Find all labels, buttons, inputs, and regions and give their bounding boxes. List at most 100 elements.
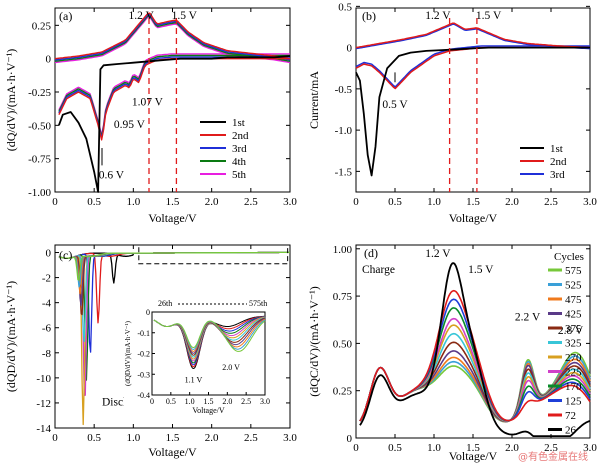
x-tick-label: 3.0 [283, 196, 297, 208]
cycle-line-72 [359, 289, 591, 422]
cycle-line-11 [58, 251, 290, 281]
annotation-1-5v: 1.5 V [476, 10, 502, 22]
y-tick-label: -10 [36, 373, 51, 385]
panel-label: (b) [362, 9, 376, 23]
x-tick-label: 0 [52, 196, 58, 208]
annotation-1-2v: 1.2 V [128, 10, 154, 22]
inset-y-tick-label: -0.2 [137, 350, 150, 359]
y-tick-label: -14 [36, 423, 51, 435]
legend-title: Cycles [554, 251, 584, 263]
x-tick-label: 0 [353, 196, 359, 208]
panel-label: (d) [364, 246, 378, 260]
x-tick-label: 1.0 [427, 196, 441, 208]
inset-x-tick-label: 1.0 [185, 397, 195, 406]
panel-label: (c) [59, 248, 72, 262]
inset-y-tick-label: -0.3 [137, 370, 150, 379]
annotation-1-07v: 1.07 V [132, 96, 164, 108]
x-tick-label: 3.0 [283, 432, 297, 444]
inset-annotation-2-0v: 2.0 V [222, 363, 240, 372]
panel-a: 0 0.5 1.0 1.5 2.0 2.5 3.0 -1.00 -0.75 -0.50 -0.25 0… [4, 7, 297, 225]
y-axis-label: Current/mA [307, 71, 321, 129]
annotation-1-2v: 1.2 V [425, 248, 451, 260]
x-tick-label: 2.5 [544, 442, 558, 454]
annotation-2-8v: 2.8 V [558, 325, 584, 337]
annotation-1-5v: 1.5 V [172, 10, 198, 22]
x-tick-label: 0.5 [388, 442, 402, 454]
legend-label-5th: 5th [232, 169, 247, 181]
legend-label-1st: 1st [550, 143, 563, 155]
legend-label-72: 72 [565, 410, 576, 422]
x-tick-label: 2.5 [244, 432, 258, 444]
legend-label-375: 375 [565, 323, 582, 335]
inset-cycle-line-11 [153, 319, 266, 352]
series-line-1st [355, 46, 590, 177]
y-tick-label: -1.0 [335, 125, 353, 137]
x-tick-label: 2.0 [505, 196, 519, 208]
inset-x-tick-label: 1.5 [204, 397, 214, 406]
legend-label-2nd: 2nd [550, 156, 567, 168]
y-tick-label: 1.00 [333, 244, 353, 256]
x-tick-label: 1.5 [166, 432, 180, 444]
panel-c: 0 0.5 1.0 1.5 2.0 2.5 3.0 0 -2 -4 -6 -8 -10 -12 -14 (c)… [4, 244, 297, 459]
series-line-3rd-discharge [58, 56, 290, 139]
legend-label-575: 575 [565, 265, 582, 277]
legend-label-3rd: 3rd [550, 169, 565, 181]
inset-y-tick-label: 0 [146, 308, 150, 317]
y-tick-label: -0.50 [28, 120, 51, 132]
y-tick-label: 0.50 [333, 338, 353, 350]
x-tick-label: 3.0 [583, 442, 597, 454]
legend-label-3rd: 3rd [232, 143, 247, 155]
x-tick-label: 1.5 [466, 442, 480, 454]
legend-label-425: 425 [565, 309, 582, 321]
x-tick-label: 1.0 [126, 196, 140, 208]
y-tick-label: 0.75 [333, 291, 353, 303]
series-line-1st [58, 55, 291, 193]
panel-label: (a) [59, 9, 72, 23]
legend-label-170: 170 [565, 381, 582, 393]
series-line-2nd-discharge [58, 58, 290, 141]
legend-label-270: 270 [565, 352, 582, 364]
legend-label-125: 125 [565, 396, 582, 408]
series-line-4th-charge [54, 15, 291, 62]
annotation-1-2v: 1.2 V [425, 10, 451, 22]
inset-annotation-26th: 26th [158, 299, 172, 308]
y-tick-label: -1.5 [335, 166, 353, 178]
inset-y-tick-label: -0.1 [137, 329, 150, 338]
legend-label-4th: 4th [232, 156, 247, 168]
y-tick-label: -1.00 [28, 187, 51, 199]
x-tick-label: 2.0 [205, 432, 219, 444]
series-line-3rd-charge [355, 23, 591, 50]
watermark: @有色金属在线 [518, 450, 588, 463]
x-tick-label: 0.5 [388, 196, 402, 208]
legend-label-225: 225 [565, 367, 582, 379]
annotation-0-95v: 0.95 V [114, 119, 146, 131]
series-line-3rd-discharge [355, 45, 590, 88]
inset-x-tick-label: 2.0 [222, 397, 232, 406]
y-tick-label: 0 [347, 433, 353, 445]
y-tick-label: -0.25 [28, 87, 51, 99]
y-axis-label: (dQ/dV)/(mA·h·V⁻¹) [4, 49, 18, 152]
y-axis-label: (dQD/dV)/(mA·h·V⁻¹) [4, 281, 18, 392]
legend-label-26: 26 [565, 425, 577, 437]
y-tick-label: -12 [36, 398, 51, 410]
annotation-2-2v: 2.2 V [515, 312, 541, 324]
annotation-charge: Charge [362, 264, 395, 276]
series-line-5th-discharge [58, 53, 290, 136]
zoom-box [138, 244, 289, 265]
inset-y-axis-label: (dQD/dV)/(mA·h·V⁻¹) [124, 320, 132, 386]
y-tick-label: -6 [42, 323, 52, 335]
y-tick-label: 0 [46, 248, 52, 260]
inset-x-tick-label: 3.0 [260, 397, 270, 406]
inset-x-tick-label: 0.5 [166, 397, 176, 406]
annotation-0-6v: 0.6 V [99, 170, 125, 182]
x-tick-label: 1.5 [466, 196, 480, 208]
panel-d: 0 0.5 1.0 1.5 2.0 2.5 3.0 0 0.25 0.50 0.75 1.00 (d) C… [307, 244, 597, 463]
y-tick-label: -2 [42, 273, 51, 285]
x-tick-label: 0 [353, 442, 359, 454]
inset-annotation-1-1v: 1.1 V [185, 376, 203, 385]
y-tick-label: 0.25 [333, 386, 353, 398]
annotation-0-5v: 0.5 V [382, 99, 408, 111]
x-tick-label: 2.0 [205, 196, 219, 208]
y-tick-label: -0.5 [335, 84, 353, 96]
y-tick-label: -0.75 [28, 154, 51, 166]
